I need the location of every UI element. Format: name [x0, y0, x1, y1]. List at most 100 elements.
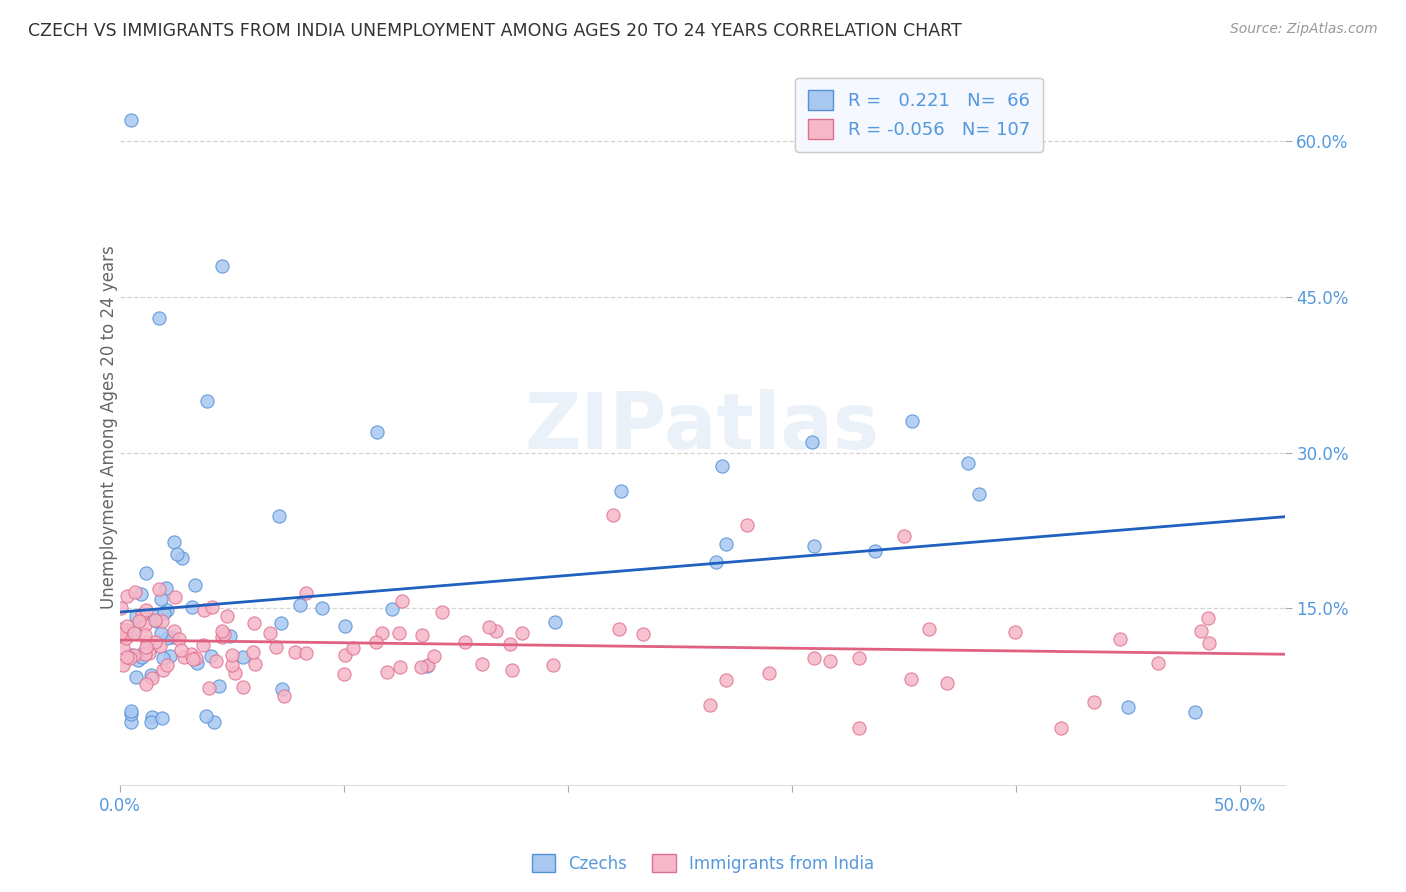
Point — [423, 648, 446, 663]
Point — [273, 689, 295, 703]
Point — [1197, 610, 1219, 624]
Point — [288, 598, 311, 612]
Legend: Czechs, Immigrants from India: Czechs, Immigrants from India — [526, 847, 880, 880]
Point — [269, 509, 291, 524]
Point — [207, 679, 229, 693]
Point — [149, 592, 172, 607]
Point — [129, 587, 152, 601]
Point — [138, 646, 160, 660]
Point — [936, 675, 959, 690]
Point — [704, 556, 727, 570]
Point — [170, 551, 193, 566]
Point — [333, 648, 356, 662]
Point — [127, 653, 149, 667]
Point — [117, 589, 139, 603]
Point — [138, 641, 160, 656]
Point — [270, 615, 292, 630]
Point — [333, 667, 356, 681]
Point — [166, 547, 188, 561]
Point — [135, 640, 157, 654]
Point — [1198, 636, 1220, 650]
Point — [125, 609, 148, 624]
Point — [411, 628, 433, 642]
Point — [818, 654, 841, 668]
Point — [969, 486, 991, 500]
Point — [167, 632, 190, 647]
Point — [416, 658, 439, 673]
Point — [150, 614, 173, 628]
Point — [544, 615, 567, 629]
Point — [110, 627, 132, 641]
Point — [1184, 705, 1206, 719]
Point — [198, 681, 221, 695]
Point — [118, 651, 141, 665]
Point — [211, 259, 233, 273]
Point — [371, 626, 394, 640]
Point — [224, 665, 246, 680]
Point — [388, 626, 411, 640]
Point — [609, 623, 631, 637]
Point — [342, 640, 364, 655]
Point — [211, 630, 233, 644]
Point — [918, 622, 941, 636]
Point — [141, 710, 163, 724]
Point — [264, 640, 287, 654]
Y-axis label: Unemployment Among Ages 20 to 24 years: Unemployment Among Ages 20 to 24 years — [100, 244, 118, 608]
Point — [115, 650, 138, 665]
Point — [121, 648, 143, 662]
Point — [270, 681, 292, 696]
Point — [202, 715, 225, 730]
Point — [141, 671, 163, 685]
Point — [184, 651, 207, 665]
Point — [388, 659, 411, 673]
Point — [409, 659, 432, 673]
Point — [132, 646, 155, 660]
Point — [181, 651, 204, 665]
Point — [159, 649, 181, 664]
Point — [863, 543, 886, 558]
Point — [901, 414, 924, 428]
Point — [122, 623, 145, 637]
Point — [163, 624, 186, 639]
Point — [432, 605, 454, 619]
Point — [134, 618, 156, 632]
Point — [1147, 656, 1170, 670]
Point — [124, 626, 146, 640]
Point — [501, 663, 523, 677]
Point — [295, 585, 318, 599]
Point — [165, 590, 187, 604]
Point — [758, 666, 780, 681]
Point — [135, 634, 157, 648]
Point — [193, 638, 215, 652]
Point — [163, 535, 186, 549]
Point — [499, 637, 522, 651]
Point — [893, 528, 915, 542]
Point — [1004, 624, 1026, 639]
Point — [131, 607, 153, 621]
Point — [186, 656, 208, 670]
Point — [201, 599, 224, 614]
Point — [848, 721, 870, 735]
Point — [141, 668, 163, 682]
Point — [121, 704, 143, 718]
Point — [283, 645, 305, 659]
Text: CZECH VS IMMIGRANTS FROM INDIA UNEMPLOYMENT AMONG AGES 20 TO 24 YEARS CORRELATIO: CZECH VS IMMIGRANTS FROM INDIA UNEMPLOYM… — [28, 22, 962, 40]
Point — [156, 657, 179, 672]
Point — [215, 608, 238, 623]
Point — [735, 518, 758, 533]
Point — [156, 631, 179, 645]
Point — [195, 393, 218, 408]
Point — [510, 625, 533, 640]
Point — [610, 483, 633, 498]
Point — [110, 601, 132, 615]
Point — [243, 616, 266, 631]
Point — [335, 618, 357, 632]
Point — [375, 665, 398, 679]
Point — [121, 113, 143, 128]
Point — [211, 624, 233, 638]
Point — [803, 651, 825, 665]
Point — [112, 641, 135, 656]
Point — [135, 566, 157, 580]
Point — [243, 657, 266, 671]
Point — [156, 602, 179, 616]
